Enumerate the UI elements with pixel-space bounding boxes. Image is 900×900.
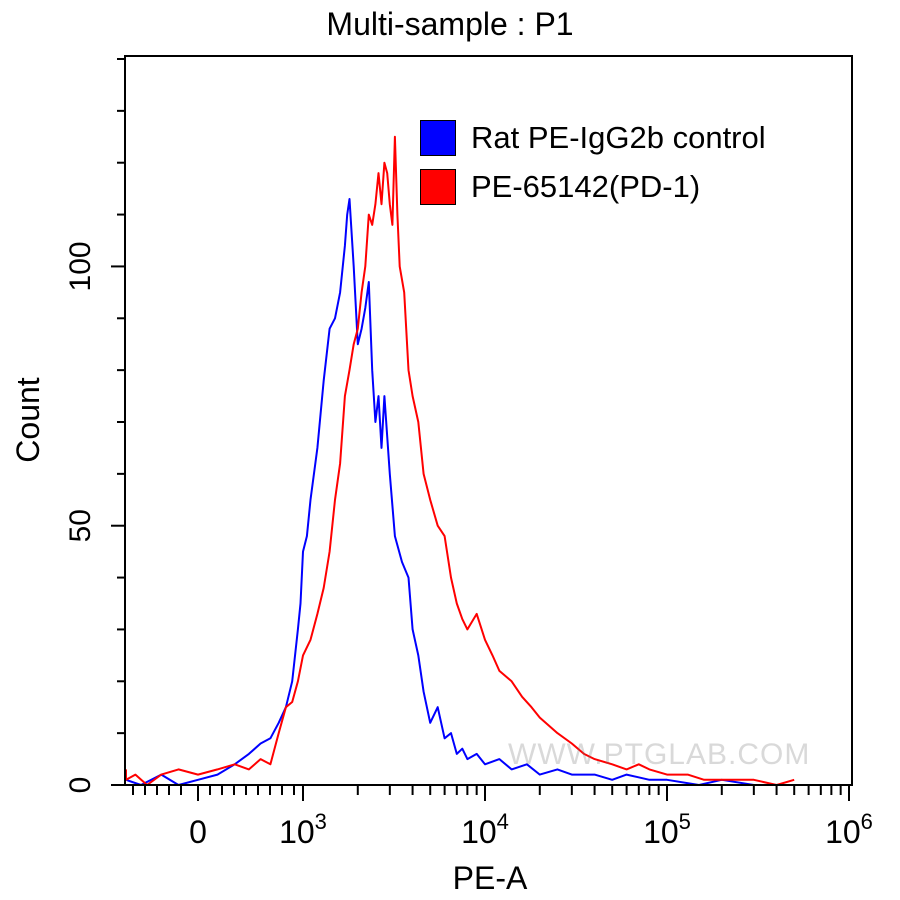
watermark: WWW.PTGLAB.COM [508, 738, 811, 771]
y-tick-label: 0 [64, 777, 97, 794]
x-tick-label: 104 [461, 809, 509, 850]
x-tick-labels: 0 103 104 105 106 [189, 809, 873, 850]
series-line-pd1 [125, 135, 795, 786]
legend-item-control: Rat PE-IgG2b control [420, 118, 766, 158]
legend-swatch-pd1 [420, 169, 456, 205]
y-tick-label: 100 [64, 241, 97, 291]
legend-label-control: Rat PE-IgG2b control [471, 120, 766, 155]
chart-title: Multi-sample : P1 [326, 6, 574, 42]
y-axis-label: Count [10, 377, 46, 463]
series-layer [125, 135, 795, 786]
series-line-control [125, 198, 754, 786]
axes-layer [111, 55, 853, 801]
legend-item-pd1: PE-65142(PD-1) [420, 167, 700, 207]
legend-swatch-control [420, 120, 456, 156]
y-tick-label: 50 [64, 509, 97, 542]
x-tick-label: 0 [189, 814, 207, 850]
legend-label-pd1: PE-65142(PD-1) [471, 169, 701, 204]
x-axis-label: PE-A [452, 860, 528, 896]
x-tick-label: 105 [643, 809, 691, 850]
x-tick-label: 103 [279, 809, 327, 850]
x-tick-label: 106 [825, 809, 873, 850]
y-tick-labels: 0 50 100 [64, 241, 97, 793]
plot-frame [124, 55, 853, 786]
